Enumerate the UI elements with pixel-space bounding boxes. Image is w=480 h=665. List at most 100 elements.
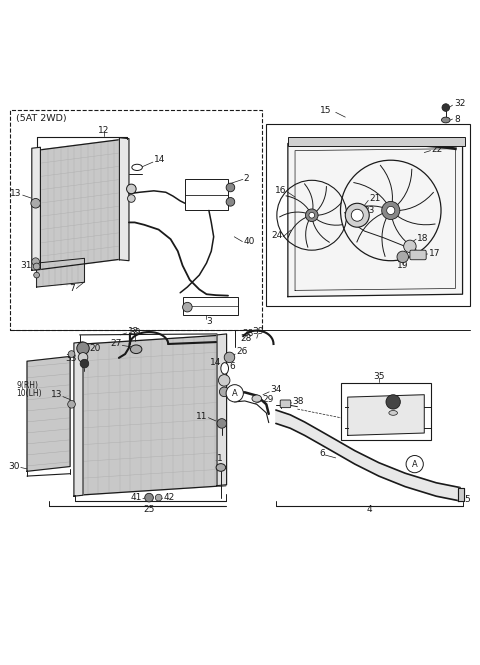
Circle shape — [386, 395, 400, 409]
Text: 13: 13 — [50, 390, 62, 399]
Text: 7: 7 — [69, 284, 75, 293]
Text: 1: 1 — [217, 454, 223, 463]
Circle shape — [345, 203, 369, 227]
Text: 25: 25 — [144, 505, 155, 514]
Ellipse shape — [132, 164, 143, 170]
Text: 21: 21 — [369, 194, 381, 203]
Text: 32: 32 — [455, 99, 466, 108]
Bar — [10, 110, 262, 330]
Polygon shape — [27, 356, 70, 471]
Text: 24: 24 — [271, 231, 282, 240]
Circle shape — [226, 198, 235, 206]
Polygon shape — [405, 473, 436, 496]
Circle shape — [156, 494, 162, 501]
Polygon shape — [120, 138, 129, 261]
Polygon shape — [288, 141, 463, 297]
Text: 19: 19 — [397, 261, 408, 270]
Text: 2: 2 — [244, 174, 250, 183]
Text: 11: 11 — [196, 412, 207, 421]
Polygon shape — [355, 451, 379, 476]
Polygon shape — [305, 422, 319, 444]
Polygon shape — [436, 483, 460, 501]
Bar — [266, 124, 470, 306]
Circle shape — [182, 303, 192, 312]
Text: 29: 29 — [262, 395, 274, 404]
Ellipse shape — [252, 395, 262, 402]
Circle shape — [217, 419, 227, 428]
Text: 8: 8 — [455, 114, 460, 124]
Text: 36: 36 — [404, 394, 416, 403]
Text: 4: 4 — [366, 505, 372, 514]
Circle shape — [78, 352, 88, 362]
Circle shape — [128, 195, 135, 202]
Polygon shape — [290, 415, 305, 436]
Text: A: A — [412, 460, 418, 469]
Text: 35: 35 — [373, 372, 384, 381]
Text: 26: 26 — [236, 347, 248, 356]
Circle shape — [32, 258, 39, 265]
Circle shape — [397, 251, 408, 263]
Circle shape — [305, 209, 318, 221]
Text: 37: 37 — [404, 408, 416, 416]
Circle shape — [145, 493, 154, 502]
Ellipse shape — [131, 345, 142, 354]
Polygon shape — [319, 430, 336, 453]
Text: 17: 17 — [429, 249, 441, 258]
Text: 28: 28 — [240, 334, 252, 343]
FancyBboxPatch shape — [280, 400, 291, 408]
Text: 40: 40 — [244, 237, 255, 246]
Polygon shape — [77, 335, 226, 495]
Bar — [340, 383, 432, 440]
Circle shape — [68, 350, 75, 357]
Text: 16: 16 — [276, 186, 287, 196]
Polygon shape — [34, 139, 128, 270]
Ellipse shape — [442, 117, 450, 123]
Circle shape — [224, 352, 235, 362]
Circle shape — [404, 240, 416, 253]
Text: 41: 41 — [131, 493, 142, 502]
Text: 23: 23 — [363, 206, 374, 215]
Polygon shape — [36, 258, 84, 287]
Polygon shape — [336, 440, 355, 464]
Polygon shape — [348, 395, 424, 436]
Text: 38: 38 — [293, 397, 304, 406]
Text: 14: 14 — [209, 358, 221, 366]
Text: 39: 39 — [129, 328, 141, 337]
Circle shape — [406, 456, 423, 473]
FancyBboxPatch shape — [410, 250, 426, 260]
Circle shape — [127, 184, 136, 194]
Text: 6: 6 — [319, 449, 324, 458]
Circle shape — [34, 272, 39, 278]
Text: 31: 31 — [20, 261, 32, 270]
Bar — [182, 297, 238, 315]
Text: 10(LH): 10(LH) — [16, 389, 42, 398]
Text: 33: 33 — [66, 354, 77, 363]
Text: 18: 18 — [417, 233, 429, 243]
Text: 12: 12 — [128, 327, 139, 336]
Text: 34: 34 — [270, 386, 282, 394]
Text: (5AT 2WD): (5AT 2WD) — [16, 114, 67, 123]
Bar — [185, 180, 228, 210]
Circle shape — [77, 342, 89, 354]
Circle shape — [226, 384, 243, 402]
Circle shape — [387, 206, 395, 215]
Text: 28: 28 — [242, 329, 254, 338]
Text: 13: 13 — [10, 190, 21, 198]
Circle shape — [226, 183, 235, 192]
Circle shape — [442, 104, 450, 111]
Text: 30: 30 — [8, 462, 20, 471]
Text: 39: 39 — [252, 327, 264, 336]
Text: 14: 14 — [154, 155, 165, 164]
Circle shape — [31, 198, 40, 208]
Circle shape — [218, 374, 230, 386]
Text: 9(RH): 9(RH) — [16, 380, 38, 390]
Circle shape — [80, 359, 89, 368]
Text: 27: 27 — [110, 340, 121, 348]
Ellipse shape — [221, 362, 228, 374]
Text: 15: 15 — [321, 106, 332, 115]
Circle shape — [382, 201, 400, 219]
Text: 40: 40 — [199, 303, 211, 312]
Circle shape — [219, 387, 229, 396]
Text: 20: 20 — [89, 344, 101, 353]
Text: 6: 6 — [229, 362, 235, 370]
